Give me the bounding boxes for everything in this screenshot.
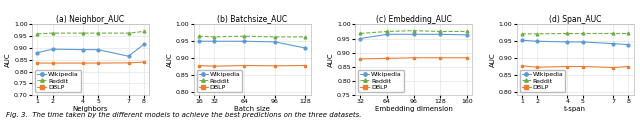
Line: Reddit: Reddit <box>36 30 145 35</box>
X-axis label: t-span: t-span <box>564 106 586 112</box>
Wikipedia <box>79 49 87 50</box>
Reddit <box>94 32 102 34</box>
DBLP <box>33 62 41 64</box>
X-axis label: Embedding dimension: Embedding dimension <box>374 106 452 112</box>
Reddit <box>579 33 586 34</box>
Reddit <box>436 31 444 32</box>
DBLP <box>518 65 525 67</box>
Reddit <box>564 33 572 34</box>
DBLP <box>49 62 56 64</box>
Title: (d) Span_AUC: (d) Span_AUC <box>549 15 601 24</box>
Line: DBLP: DBLP <box>359 56 468 60</box>
Line: Wikipedia: Wikipedia <box>36 43 145 58</box>
Y-axis label: AUC: AUC <box>167 52 173 67</box>
X-axis label: Batch size: Batch size <box>234 106 270 112</box>
Line: Wikipedia: Wikipedia <box>198 40 307 49</box>
Reddit <box>356 33 364 34</box>
Wikipedia <box>241 41 248 42</box>
Reddit <box>33 33 41 35</box>
Wikipedia <box>518 40 525 41</box>
Y-axis label: AUC: AUC <box>328 52 334 67</box>
X-axis label: Neighbors: Neighbors <box>73 106 108 112</box>
Wikipedia <box>609 43 617 44</box>
DBLP <box>533 66 541 68</box>
Line: DBLP: DBLP <box>520 64 630 69</box>
DBLP <box>564 66 572 67</box>
Wikipedia <box>210 41 218 42</box>
DBLP <box>271 65 278 67</box>
Reddit <box>301 36 309 38</box>
Reddit <box>518 33 525 35</box>
Wikipedia <box>140 44 148 45</box>
Line: DBLP: DBLP <box>36 61 145 64</box>
Legend: Wikipedia, Reddit, DBLP: Wikipedia, Reddit, DBLP <box>35 70 81 92</box>
Reddit <box>79 32 87 34</box>
DBLP <box>463 57 470 59</box>
Text: Fig. 3.  The time taken by the different models to achieve the best predictions : Fig. 3. The time taken by the different … <box>6 112 362 118</box>
DBLP <box>94 62 102 64</box>
Title: (b) Batchsize_AUC: (b) Batchsize_AUC <box>217 15 287 24</box>
Reddit <box>210 36 218 38</box>
Wikipedia <box>33 52 41 53</box>
DBLP <box>140 61 148 63</box>
DBLP <box>579 66 586 67</box>
Reddit <box>195 36 203 37</box>
Reddit <box>463 31 470 32</box>
Reddit <box>49 32 56 34</box>
Title: (a) Neighbor_AUC: (a) Neighbor_AUC <box>56 15 125 24</box>
DBLP <box>195 65 203 66</box>
Wikipedia <box>356 38 364 39</box>
Legend: Wikipedia, Reddit, DBLP: Wikipedia, Reddit, DBLP <box>358 70 404 92</box>
Line: Reddit: Reddit <box>198 35 307 38</box>
Title: (c) Embedding_AUC: (c) Embedding_AUC <box>376 15 451 24</box>
Line: DBLP: DBLP <box>198 64 307 68</box>
Reddit <box>533 33 541 35</box>
Reddit <box>609 33 617 34</box>
Y-axis label: AUC: AUC <box>5 52 12 67</box>
Wikipedia <box>410 34 417 35</box>
Wikipedia <box>49 48 56 50</box>
Line: Wikipedia: Wikipedia <box>359 33 468 40</box>
Reddit <box>125 32 132 34</box>
Wikipedia <box>564 41 572 43</box>
Reddit <box>241 36 248 37</box>
DBLP <box>383 58 391 59</box>
Wikipedia <box>579 41 586 43</box>
Wikipedia <box>436 34 444 35</box>
Wikipedia <box>94 49 102 50</box>
Reddit <box>140 31 148 32</box>
Line: Reddit: Reddit <box>359 29 468 35</box>
DBLP <box>625 66 632 67</box>
Wikipedia <box>271 41 278 43</box>
Wikipedia <box>463 34 470 36</box>
DBLP <box>410 57 417 59</box>
DBLP <box>436 57 444 59</box>
Reddit <box>625 33 632 34</box>
Wikipedia <box>301 47 309 49</box>
Wikipedia <box>195 41 203 42</box>
DBLP <box>609 67 617 68</box>
Legend: Wikipedia, Reddit, DBLP: Wikipedia, Reddit, DBLP <box>520 70 565 92</box>
DBLP <box>210 65 218 67</box>
Reddit <box>410 30 417 31</box>
Legend: Wikipedia, Reddit, DBLP: Wikipedia, Reddit, DBLP <box>196 70 243 92</box>
DBLP <box>301 65 309 66</box>
DBLP <box>79 62 87 64</box>
Reddit <box>383 31 391 32</box>
Y-axis label: AUC: AUC <box>490 52 496 67</box>
Wikipedia <box>383 34 391 35</box>
DBLP <box>125 62 132 64</box>
Line: Reddit: Reddit <box>520 32 630 35</box>
DBLP <box>356 58 364 60</box>
Wikipedia <box>533 41 541 42</box>
Wikipedia <box>125 56 132 57</box>
Reddit <box>271 36 278 38</box>
Line: Wikipedia: Wikipedia <box>520 39 630 46</box>
Wikipedia <box>625 44 632 45</box>
DBLP <box>241 65 248 66</box>
